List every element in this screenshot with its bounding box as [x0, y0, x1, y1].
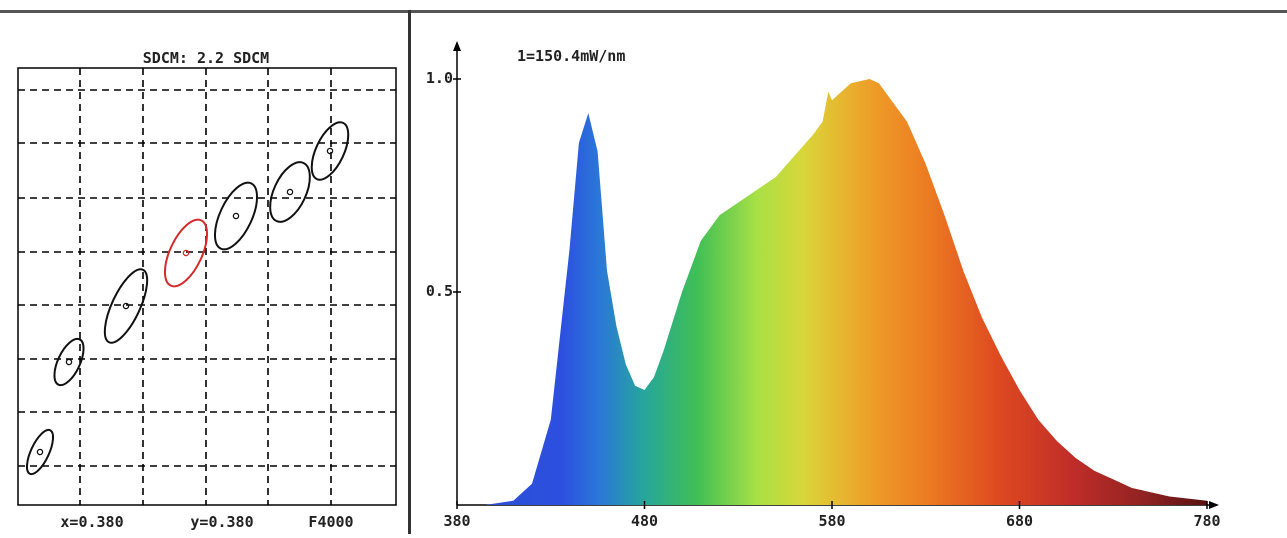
- ellipse-center-point: [232, 212, 240, 220]
- x-tick-label: 680: [1006, 512, 1033, 530]
- spectrum-panel: 1=150.4mW/nm 1.0 0.5 380 480 580 680 780: [411, 13, 1287, 534]
- sdcm-ellipses: [25, 121, 350, 476]
- x-tick-label: 380: [443, 512, 470, 530]
- ellipse-outline: [25, 428, 55, 476]
- ellipse-outline: [103, 268, 149, 344]
- x-coordinate-label: x=0.380: [60, 513, 123, 531]
- ellipse-center-point: [182, 249, 190, 257]
- ellipse-outline: [213, 181, 259, 251]
- x-axis-arrow: [1209, 501, 1219, 509]
- sdcm-plot-frame: [17, 67, 397, 506]
- ellipse-outline: [53, 337, 85, 387]
- sdcm-panel: SDCM: 2.2 SDCM x=0.380 y=0.380 F4000: [0, 13, 408, 534]
- ellipse-center-point: [65, 358, 73, 366]
- sdcm-ellipse: [25, 428, 55, 476]
- top-border: [0, 10, 1287, 13]
- sdcm-ellipse: [310, 121, 350, 181]
- sdcm-title: SDCM: 2.2 SDCM: [143, 49, 269, 67]
- ellipse-center-point: [122, 302, 130, 310]
- sdcm-grid: [18, 68, 396, 505]
- y-tick-label: 0.5: [426, 282, 453, 300]
- ellipse-center-point: [326, 147, 334, 155]
- y-ticks: 1.0 0.5: [426, 69, 461, 300]
- panel-divider: [408, 10, 411, 534]
- y-coordinate-label: y=0.380: [190, 513, 253, 531]
- x-tick-label: 480: [631, 512, 658, 530]
- y-tick-label: 1.0: [426, 69, 453, 87]
- x-ticks: 380 480 580 680 780: [443, 501, 1221, 530]
- sdcm-ellipse: [269, 161, 311, 223]
- cct-label: F4000: [308, 513, 353, 531]
- x-tick-label: 580: [818, 512, 845, 530]
- sdcm-ellipse: [53, 337, 85, 387]
- scale-label: 1=150.4mW/nm: [517, 47, 625, 65]
- ellipse-center-point: [36, 448, 44, 456]
- active-sdcm-ellipse: [163, 218, 209, 288]
- sdcm-chart: SDCM: 2.2 SDCM x=0.380 y=0.380 F4000: [17, 49, 397, 531]
- sdcm-ellipse: [103, 268, 149, 344]
- x-tick-label: 780: [1193, 512, 1220, 530]
- ellipse-outline: [163, 218, 209, 288]
- ellipse-outline: [310, 121, 350, 181]
- ellipse-outline: [269, 161, 311, 223]
- spectrum-chart: 1=150.4mW/nm 1.0 0.5 380 480 580 680 780: [426, 41, 1221, 530]
- sdcm-ellipse: [213, 181, 259, 251]
- ellipse-center-point: [286, 188, 294, 196]
- spectrum-area: [457, 79, 1207, 505]
- y-axis-arrow: [453, 41, 461, 51]
